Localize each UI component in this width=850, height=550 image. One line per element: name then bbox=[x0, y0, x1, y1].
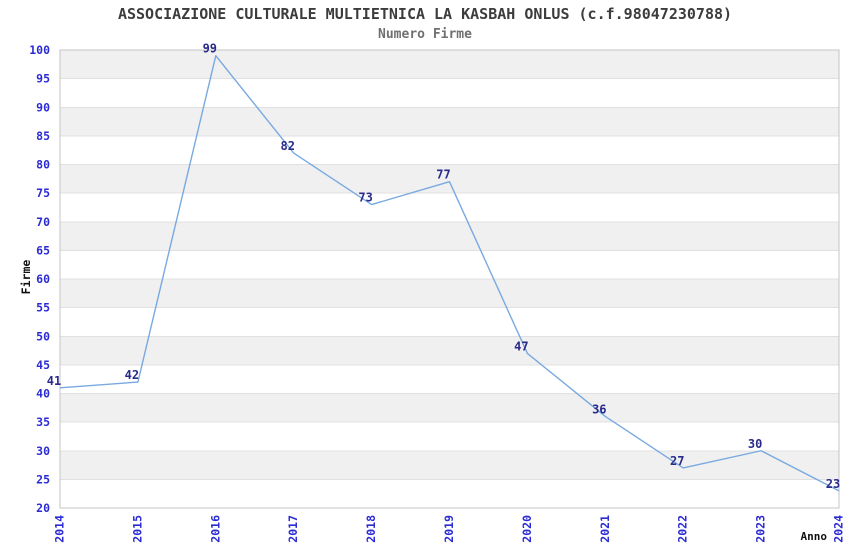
grid-band bbox=[60, 336, 839, 365]
y-tick-label: 95 bbox=[36, 72, 50, 86]
y-tick-label: 70 bbox=[36, 215, 50, 229]
y-tick-label: 50 bbox=[36, 329, 50, 343]
point-label: 23 bbox=[826, 477, 840, 491]
y-tick-label: 30 bbox=[36, 444, 50, 458]
point-label: 42 bbox=[125, 368, 139, 382]
grid-band bbox=[60, 393, 839, 423]
y-tick-label: 45 bbox=[36, 358, 50, 372]
point-label: 99 bbox=[203, 42, 217, 56]
grid-band bbox=[60, 221, 839, 251]
x-tick-label: 2019 bbox=[442, 515, 456, 543]
point-label: 27 bbox=[670, 454, 684, 468]
point-label: 47 bbox=[514, 339, 528, 353]
grid-band bbox=[60, 193, 839, 222]
grid-band bbox=[60, 107, 839, 136]
y-tick-label: 25 bbox=[36, 472, 50, 486]
y-tick-label: 90 bbox=[36, 100, 50, 114]
y-tick-label: 20 bbox=[36, 501, 50, 515]
grid-band bbox=[60, 307, 839, 337]
y-tick-label: 40 bbox=[36, 387, 50, 401]
x-tick-label: 2022 bbox=[676, 515, 690, 543]
grid-band bbox=[60, 364, 839, 394]
y-tick-label: 60 bbox=[36, 272, 50, 286]
y-tick-label: 80 bbox=[36, 158, 50, 172]
grid-band bbox=[60, 250, 839, 279]
chart-title: ASSOCIAZIONE CULTURALE MULTIETNICA LA KA… bbox=[117, 5, 733, 23]
grid-band bbox=[60, 479, 839, 508]
x-tick-label: 2021 bbox=[598, 515, 612, 543]
y-tick-label: 85 bbox=[36, 129, 50, 143]
x-tick-label: 2020 bbox=[520, 515, 534, 543]
y-tick-label: 100 bbox=[29, 43, 50, 57]
grid-band bbox=[60, 135, 839, 165]
point-label: 77 bbox=[436, 168, 450, 182]
grid-band bbox=[60, 78, 839, 108]
y-tick-label: 75 bbox=[36, 186, 50, 200]
grid-band bbox=[60, 50, 839, 79]
grid-band bbox=[60, 279, 839, 308]
x-tick-label: 2024 bbox=[831, 515, 845, 543]
grid-band bbox=[60, 164, 839, 194]
y-tick-label: 35 bbox=[36, 415, 50, 429]
point-label: 41 bbox=[47, 374, 61, 388]
chart-subtitle: Numero Firme bbox=[378, 27, 472, 42]
x-tick-label: 2016 bbox=[208, 515, 222, 543]
x-axis-title: Anno bbox=[800, 530, 828, 543]
point-label: 82 bbox=[280, 139, 294, 153]
x-tick-label: 2014 bbox=[52, 515, 66, 543]
y-tick-label: 65 bbox=[36, 243, 50, 257]
y-tick-label: 55 bbox=[36, 301, 50, 315]
point-label: 73 bbox=[358, 191, 372, 205]
x-tick-label: 2023 bbox=[754, 515, 768, 543]
grid-band bbox=[60, 422, 839, 451]
plot-border bbox=[59, 49, 840, 509]
x-tick-label: 2015 bbox=[130, 515, 144, 543]
point-label: 36 bbox=[592, 402, 606, 416]
point-label: 30 bbox=[748, 437, 762, 451]
x-tick-label: 2018 bbox=[364, 515, 378, 543]
chart-line bbox=[59, 55, 840, 492]
grid-band bbox=[60, 450, 839, 480]
x-tick-label: 2017 bbox=[286, 515, 300, 543]
